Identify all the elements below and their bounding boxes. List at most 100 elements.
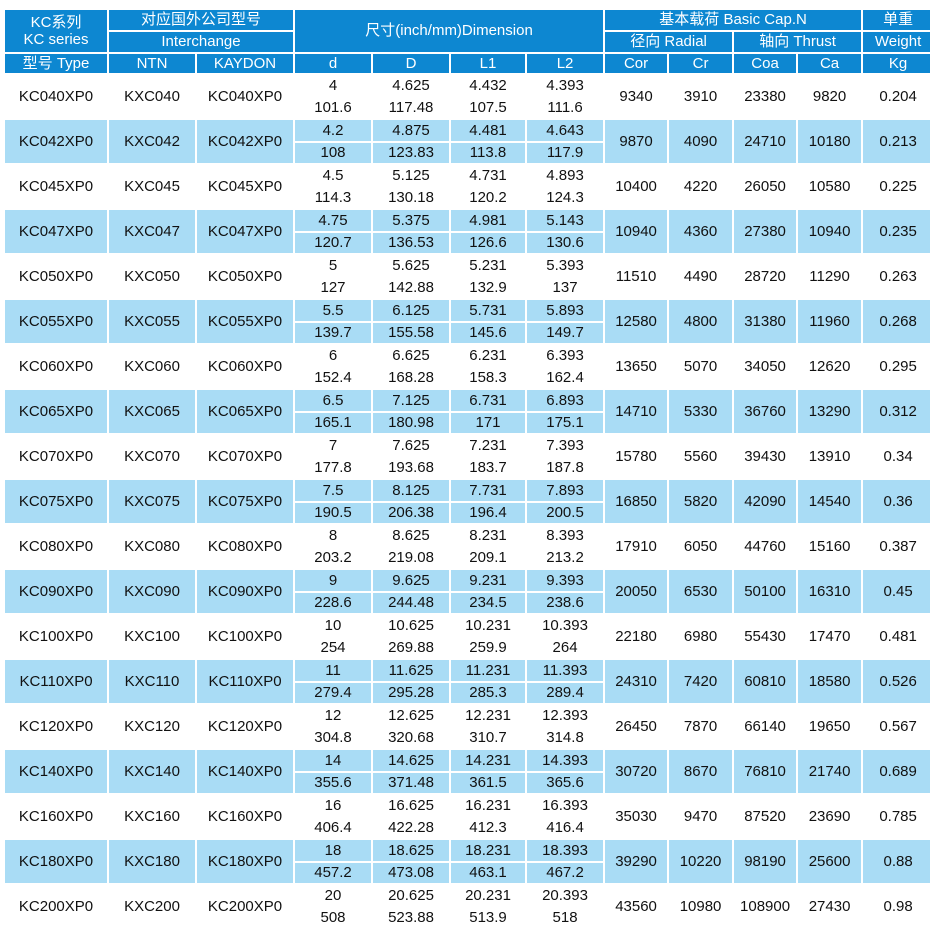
dim-inch-value: 20 xyxy=(324,887,342,905)
dim-stack: 4.981 126.6 xyxy=(452,211,525,252)
dim-mm-value: 130.18 xyxy=(388,188,434,206)
col-header-coa: Coa xyxy=(732,52,799,75)
dim-stack: 8.625 219.08 xyxy=(374,526,448,567)
ca-cell: 17470 xyxy=(796,613,864,660)
kaydon-cell: KC050XP0 xyxy=(194,253,296,300)
dim-d-cell: 7.125 180.98 xyxy=(371,388,452,435)
dim-l1-cell: 5.231 132.9 xyxy=(449,253,528,300)
table-row: KC090XP0 KXC090 KC090XP0 9 228.6 9.625 244.48 9… xyxy=(3,568,930,615)
col-header-cr: Cr xyxy=(667,52,735,75)
dim-mm-value: 209.1 xyxy=(469,548,507,566)
cor-cell: 10400 xyxy=(603,163,670,210)
ca-cell: 12620 xyxy=(796,343,864,390)
dim-mm-value: 219.08 xyxy=(388,548,434,566)
dim-d-cell: 5 127 xyxy=(293,253,374,300)
dim-mm-value: 127 xyxy=(320,278,346,296)
dim-d-cell: 20.625 523.88 xyxy=(371,883,452,930)
dim-inch-value: 5.731 xyxy=(452,301,525,323)
header-row-2: Interchange 径向 Radial 轴向 Thrust Weight xyxy=(4,30,930,54)
dim-d-cell: 4.875 123.83 xyxy=(371,118,452,165)
dim-mm-value: 513.9 xyxy=(469,908,507,926)
dim-stack: 8 203.2 xyxy=(296,526,370,567)
dim-inch-value: 5.231 xyxy=(469,257,507,275)
dim-inch-value: 14 xyxy=(296,751,371,773)
dim-mm-value: 107.5 xyxy=(469,98,507,116)
ntn-cell: KXC090 xyxy=(107,568,197,615)
type-cell: KC065XP0 xyxy=(3,388,109,435)
dim-mm-value: 467.2 xyxy=(546,864,584,882)
dim-l2-cell: 5.893 149.7 xyxy=(525,298,606,345)
dim-inch-value: 18.231 xyxy=(452,841,525,863)
dim-d-cell: 5.375 136.53 xyxy=(371,208,452,255)
dim-mm-value: 117.48 xyxy=(388,98,434,116)
dim-inch-value: 7.731 xyxy=(452,481,525,503)
dim-inch-value: 4.981 xyxy=(452,211,525,233)
dim-d-cell: 7.625 193.68 xyxy=(371,433,452,480)
dim-inch-value: 5.893 xyxy=(528,301,603,323)
dim-mm-value: 171 xyxy=(475,414,501,432)
dim-mm-value: 238.6 xyxy=(546,594,584,612)
table-row: KC065XP0 KXC065 KC065XP0 6.5 165.1 7.125 180.9… xyxy=(3,388,930,435)
type-cell: KC045XP0 xyxy=(3,163,109,210)
dim-stack: 4.2 108 xyxy=(296,121,371,162)
dim-d-cell: 18.625 473.08 xyxy=(371,838,452,885)
bearing-spec-table: KC系列 KC series 对应国外公司型号 尺寸(inch/mm)Dimen… xyxy=(3,8,930,930)
dim-inch-value: 16.231 xyxy=(465,797,511,815)
dim-d-cell: 11 279.4 xyxy=(293,658,374,705)
table-row: KC042XP0 KXC042 KC042XP0 4.2 108 4.875 123.83 4… xyxy=(3,118,930,165)
dim-inch-value: 11.231 xyxy=(452,661,525,683)
dim-inch-value: 4.393 xyxy=(546,77,584,95)
dim-mm-value: 206.38 xyxy=(388,504,434,522)
cr-cell: 7870 xyxy=(667,703,735,750)
dim-stack: 16.231 412.3 xyxy=(452,796,524,837)
dim-mm-value: 175.1 xyxy=(546,414,584,432)
table-row: KC120XP0 KXC120 KC120XP0 12 304.8 12.625 320.6… xyxy=(3,703,930,750)
dim-inch-value: 18 xyxy=(296,841,371,863)
dim-d-cell: 12 304.8 xyxy=(293,703,374,750)
dim-mm-value: 111.6 xyxy=(547,98,583,116)
coa-cell: 42090 xyxy=(732,478,799,525)
coa-cell: 55430 xyxy=(732,613,799,660)
dim-inch-value: 20.625 xyxy=(388,887,434,905)
dim-stack: 16.393 416.4 xyxy=(528,796,602,837)
dim-mm-value: 289.4 xyxy=(546,684,584,702)
dim-inch-value: 9.393 xyxy=(528,571,603,593)
ntn-cell: KXC200 xyxy=(107,883,197,930)
coa-cell: 23380 xyxy=(732,73,799,120)
dim-inch-value: 7.625 xyxy=(392,437,430,455)
ca-cell: 10580 xyxy=(796,163,864,210)
type-cell: KC060XP0 xyxy=(3,343,109,390)
dim-stack: 7.125 180.98 xyxy=(374,391,449,432)
dim-d-cell: 8 203.2 xyxy=(293,523,374,570)
cr-cell: 4360 xyxy=(667,208,735,255)
dim-stack: 6.5 165.1 xyxy=(296,391,371,432)
dim-mm-value: 279.4 xyxy=(314,684,352,702)
dim-mm-value: 254 xyxy=(320,638,346,656)
dim-inch-value: 20.231 xyxy=(465,887,511,905)
dim-stack: 14.393 365.6 xyxy=(528,751,603,792)
dim-stack: 11.231 285.3 xyxy=(452,661,525,702)
dim-inch-value: 5.625 xyxy=(392,257,430,275)
cor-cell: 9340 xyxy=(603,73,670,120)
cor-cell: 39290 xyxy=(603,838,670,885)
ca-cell: 10940 xyxy=(796,208,864,255)
dim-inch-value: 6 xyxy=(328,347,338,365)
dim-stack: 20.393 518 xyxy=(528,886,602,927)
type-cell: KC050XP0 xyxy=(3,253,109,300)
dim-l2-cell: 4.893 124.3 xyxy=(525,163,606,210)
dim-l2-cell: 14.393 365.6 xyxy=(525,748,606,795)
type-cell: KC042XP0 xyxy=(3,118,109,165)
dim-stack: 5.125 130.18 xyxy=(374,166,448,207)
dim-l2-cell: 5.393 137 xyxy=(525,253,606,300)
cr-cell: 6530 xyxy=(667,568,735,615)
kaydon-cell: KC060XP0 xyxy=(194,343,296,390)
dim-mm-value: 142.88 xyxy=(388,278,434,296)
dim-inch-value: 18.393 xyxy=(528,841,603,863)
dim-inch-value: 12.231 xyxy=(465,707,511,725)
kg-cell: 0.387 xyxy=(861,523,930,570)
dim-stack: 10.231 259.9 xyxy=(452,616,524,657)
coa-cell: 31380 xyxy=(732,298,799,345)
ca-cell: 21740 xyxy=(796,748,864,795)
dim-l2-cell: 4.393 111.6 xyxy=(525,73,606,120)
kaydon-cell: KC160XP0 xyxy=(194,793,296,840)
